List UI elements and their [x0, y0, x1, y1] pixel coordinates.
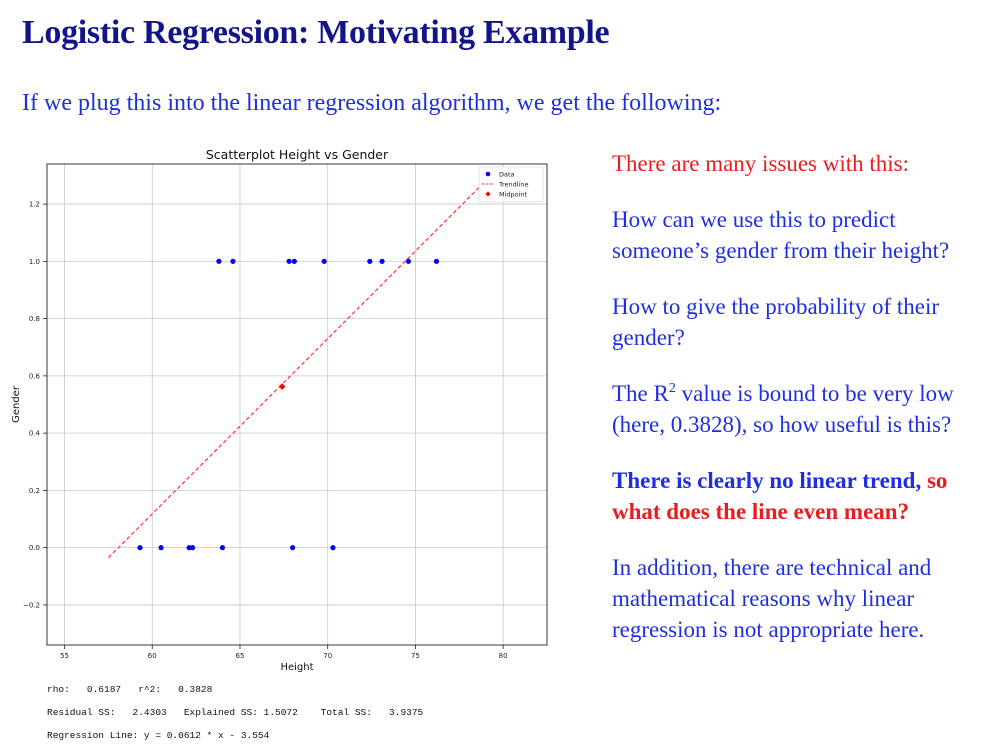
issue-prediction: How can we use this to predict someone’s… [612, 207, 950, 263]
legend-data-swatch [485, 171, 491, 177]
data-point [330, 545, 336, 551]
grid-layer [47, 164, 547, 645]
slide-title: Logistic Regression: Motivating Example [22, 14, 610, 51]
data-point [367, 258, 373, 264]
issue-r-squared-post: value is bound to be very low (here, 0.3… [612, 381, 954, 437]
y-tick-label: 0.4 [29, 430, 41, 438]
scatter-chart: Scatterplot Height vs Gender 55 60 65 70 75 80… [10, 140, 570, 685]
x-tick-label: 55 [60, 652, 69, 660]
chart-title: Scatterplot Height vs Gender [206, 147, 389, 162]
y-tick-label: 0.2 [29, 487, 40, 495]
issue-technical-reasons: In addition, there are technical and mat… [612, 555, 932, 642]
data-point [190, 545, 196, 551]
y-tick-label: 0.6 [29, 372, 41, 380]
x-tick-label: 65 [236, 652, 245, 660]
data-point [216, 258, 222, 264]
legend-data-label: Data [499, 171, 515, 179]
trendline [107, 170, 497, 559]
data-point [291, 258, 297, 264]
y-tick-label: −0.2 [23, 601, 40, 609]
issues-heading: There are many issues with this: [612, 151, 910, 176]
chart-svg: Scatterplot Height vs Gender 55 60 65 70 75 80… [11, 147, 548, 673]
x-tick-label: 60 [148, 652, 157, 660]
marks-layer [107, 170, 497, 559]
data-point [137, 545, 143, 551]
y-tick-label: 1.2 [29, 201, 40, 209]
data-point [321, 258, 327, 264]
issue-r-squared-sup: 2 [668, 381, 676, 396]
data-point [219, 545, 226, 551]
x-tick-label: 75 [411, 652, 420, 660]
data-point [379, 258, 385, 264]
plot-frame [46, 163, 548, 646]
data-point [290, 545, 296, 551]
legend-midpoint-label: Midpoint [499, 191, 528, 199]
issue-no-linear-trend: There is clearly no linear trend, so wha… [612, 465, 997, 527]
y-axis-label: Gender [11, 385, 22, 423]
x-axis-label: Height [280, 662, 313, 673]
y-tick-label: 0.8 [29, 315, 40, 323]
data-point [286, 258, 292, 264]
x-tick-label: 80 [499, 652, 508, 660]
issue-no-trend-blue: There is clearly no linear trend, [612, 468, 922, 493]
y-tick-label: 1.0 [29, 258, 40, 266]
legend-box [478, 166, 544, 203]
chart-legend: Data Trendline Midpoint [478, 166, 544, 203]
data-point [405, 258, 412, 264]
issue-probability: How to give the probability of their gen… [612, 294, 940, 350]
stats-regression-line: Regression Line: y = 0.0612 * x - 3.554 [47, 730, 270, 741]
data-point [433, 258, 440, 264]
legend-midpoint-swatch [485, 191, 491, 197]
legend-trendline-label: Trendline [498, 181, 529, 189]
x-tick-label: 70 [323, 652, 332, 660]
y-tick-label: 0.0 [29, 544, 40, 552]
issue-r-squared-pre: The R [612, 381, 669, 406]
slide-subtitle: If we plug this into the linear regressi… [22, 90, 722, 116]
issues-panel: There are many issues with this: How can… [612, 148, 997, 670]
stats-correlation: rho: 0.6187 r^2: 0.3828 [47, 684, 213, 695]
data-point [158, 545, 164, 551]
issue-r-squared: The R2 value is bound to be very low (he… [612, 378, 997, 440]
stats-sums-of-squares: Residual SS: 2.4303 Explained SS: 1.5072… [47, 707, 424, 718]
issue-no-trend-red: so what does the line even mean? [612, 468, 948, 524]
axes-layer: Scatterplot Height vs Gender 55 60 65 70 75 80… [11, 147, 548, 673]
midpoint-marker [278, 383, 286, 390]
data-point [230, 258, 236, 264]
